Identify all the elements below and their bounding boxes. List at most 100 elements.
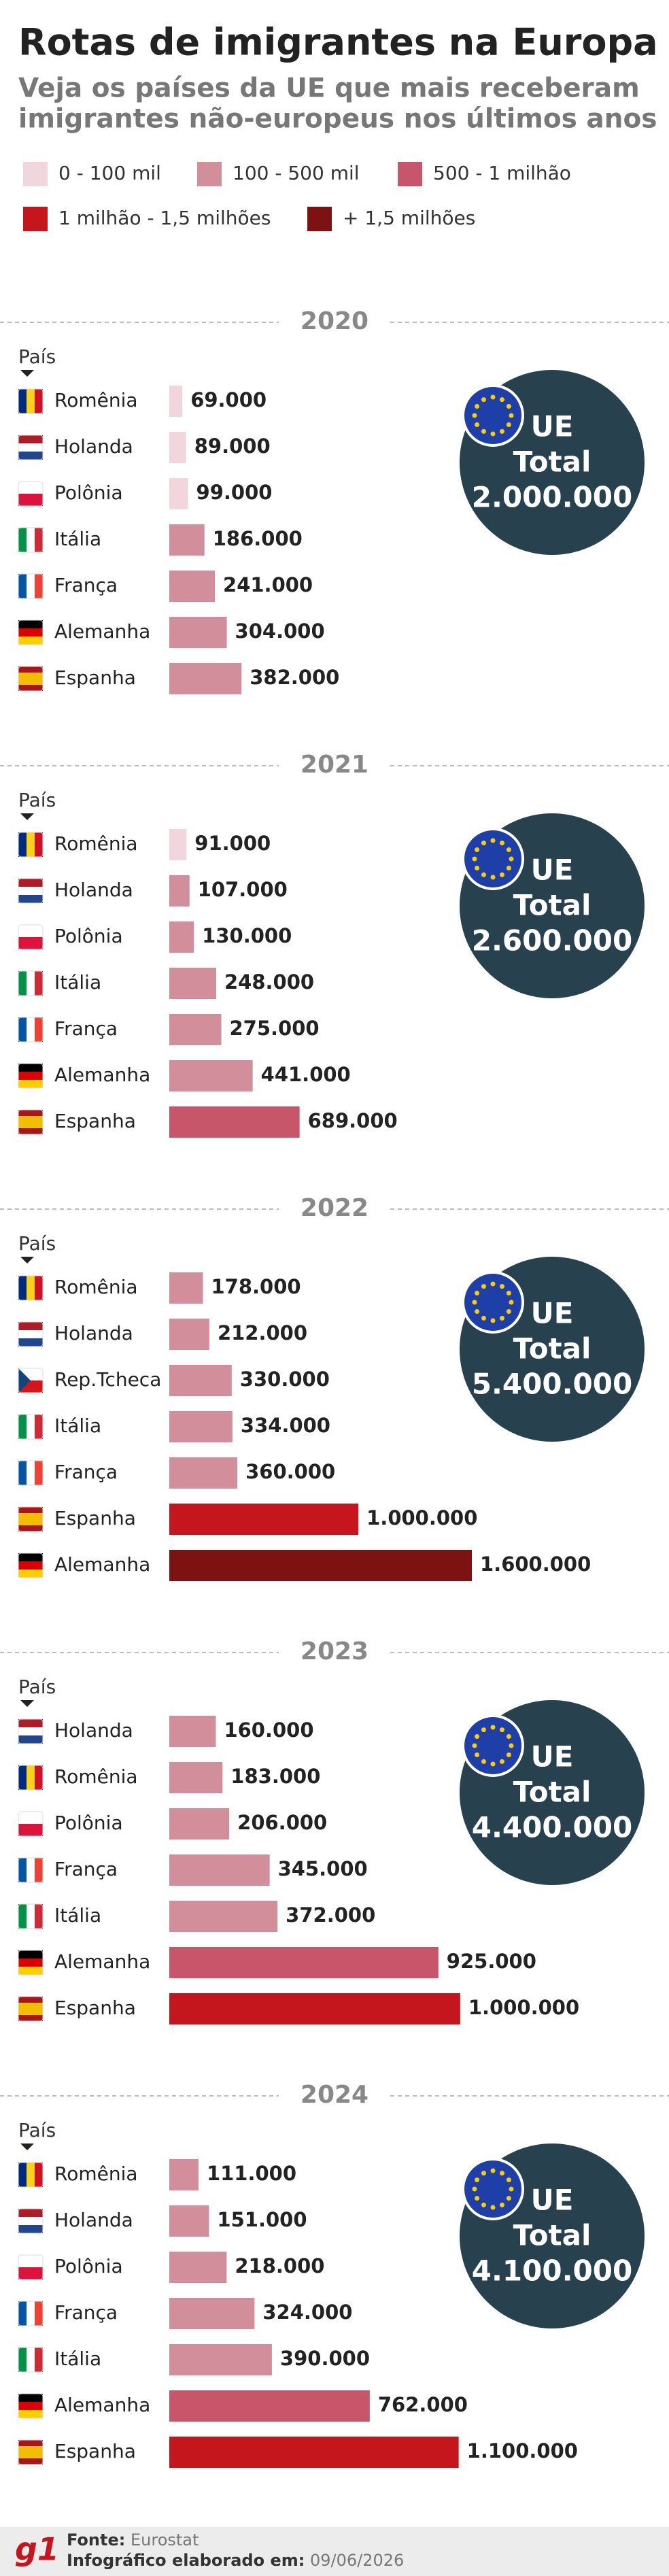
eu-star — [509, 856, 514, 862]
eu-star — [481, 1759, 486, 1764]
axis-label: País — [18, 345, 56, 368]
flag-stripe — [18, 2458, 43, 2464]
value-label: 441.000 — [261, 1063, 351, 1086]
legend-label: 100 - 500 mil — [233, 162, 360, 184]
bar — [169, 1901, 278, 1932]
flag-border — [18, 1996, 44, 2022]
eu-star — [509, 2186, 514, 2192]
eu-star — [490, 838, 496, 843]
flag-border — [18, 1811, 44, 1837]
year-title: 2024 — [301, 2081, 368, 2109]
flag-stripe — [18, 1330, 43, 1338]
flag-stripe — [18, 389, 27, 413]
flag-stripe — [27, 1904, 35, 1929]
eu-star — [475, 1734, 480, 1739]
bar — [169, 1947, 439, 1978]
flag-stripe — [18, 1276, 27, 1300]
bar — [169, 1550, 472, 1581]
flag-stripe — [18, 685, 43, 691]
flag-stripe — [27, 1858, 35, 1882]
total-value: 4.100.000 — [472, 2254, 632, 2288]
flag-stripe — [18, 481, 43, 494]
eu-star — [481, 428, 486, 434]
bar — [169, 1993, 460, 2024]
value-label: 69.000 — [190, 388, 267, 411]
flag-border — [18, 2162, 44, 2188]
total-name: UE — [531, 1740, 574, 1774]
eu-star — [475, 404, 480, 409]
flag-stripe — [27, 832, 35, 857]
flag-stripe — [35, 832, 43, 857]
subtitle: Veja os países da UE que mais receberam — [18, 73, 640, 104]
eu-star — [472, 2186, 477, 2192]
category-label: Alemanha — [54, 2394, 150, 2416]
axis-label: País — [18, 1232, 56, 1255]
flag-border — [18, 1857, 44, 1883]
eu-flag — [462, 828, 524, 890]
eu-star — [490, 1281, 496, 1287]
bar — [169, 1106, 300, 1138]
flag-stripe — [18, 1519, 43, 1525]
category-label: Itália — [54, 2348, 101, 2370]
flag-stripe — [18, 2348, 27, 2372]
flag-stripe — [18, 1967, 43, 1975]
flag-stripe — [18, 452, 43, 460]
flag-stripe — [18, 1128, 43, 1134]
eu-star — [506, 2177, 511, 2182]
flag-stripe — [35, 2301, 43, 2326]
flag-stripe — [18, 1735, 43, 1744]
eu-star — [490, 431, 496, 437]
eu-flag — [462, 1271, 524, 1334]
flag-stripe — [18, 1812, 43, 1824]
flag-stripe — [35, 2348, 43, 2372]
flag-stripe — [18, 1513, 43, 1519]
flag-stripe — [18, 2410, 43, 2418]
flag-stripe — [18, 1997, 43, 2003]
eu-star — [475, 866, 480, 870]
eu-star — [475, 1309, 480, 1314]
flag-stripe — [18, 971, 27, 996]
eu-star — [506, 404, 511, 409]
credit: Infográfico elaborado em: 09/06/2026 — [67, 2551, 404, 2570]
flag-stripe — [18, 879, 43, 887]
flag-border — [18, 924, 44, 950]
flag-border — [18, 435, 44, 460]
category-label: Alemanha — [54, 1950, 150, 1973]
flag-stripe — [27, 1017, 35, 1042]
value-label: 1.100.000 — [467, 2439, 578, 2462]
flag-border — [18, 1275, 44, 1301]
flag-stripe — [18, 1950, 43, 1959]
category-label: Romênia — [54, 389, 138, 411]
category-label: Itália — [54, 971, 101, 994]
total-text: Total — [513, 445, 591, 479]
flag-border — [18, 1414, 44, 1440]
flag-stripe — [18, 2255, 43, 2267]
eu-star — [500, 1759, 504, 1764]
flag-border — [18, 970, 44, 996]
value-label: 762.000 — [378, 2393, 468, 2416]
category-label: França — [54, 2301, 118, 2324]
flag-stripe — [18, 1824, 43, 1836]
flag-border — [18, 1950, 44, 1976]
axis-label: País — [18, 789, 56, 811]
bar — [169, 1808, 230, 1840]
flag-border — [18, 2254, 44, 2280]
subtitle: imigrantes não-europeus nos últimos anos — [18, 104, 657, 135]
flag-stripe — [18, 1765, 27, 1790]
bar — [169, 2252, 227, 2283]
eu-star — [500, 2171, 504, 2176]
bar — [169, 829, 187, 860]
category-label: Polônia — [54, 481, 123, 504]
eu-star — [490, 1318, 496, 1323]
value-label: 689.000 — [308, 1109, 398, 1132]
eu-star — [506, 1291, 511, 1295]
flag-border — [18, 573, 44, 599]
bar — [169, 1319, 209, 1350]
axis-arrow — [20, 1257, 34, 1264]
eu-star — [500, 872, 504, 877]
flag-stripe — [35, 1017, 43, 1042]
flag-stripe — [18, 1064, 43, 1072]
total-text: Total — [513, 889, 591, 922]
flag-stripe — [18, 887, 43, 895]
